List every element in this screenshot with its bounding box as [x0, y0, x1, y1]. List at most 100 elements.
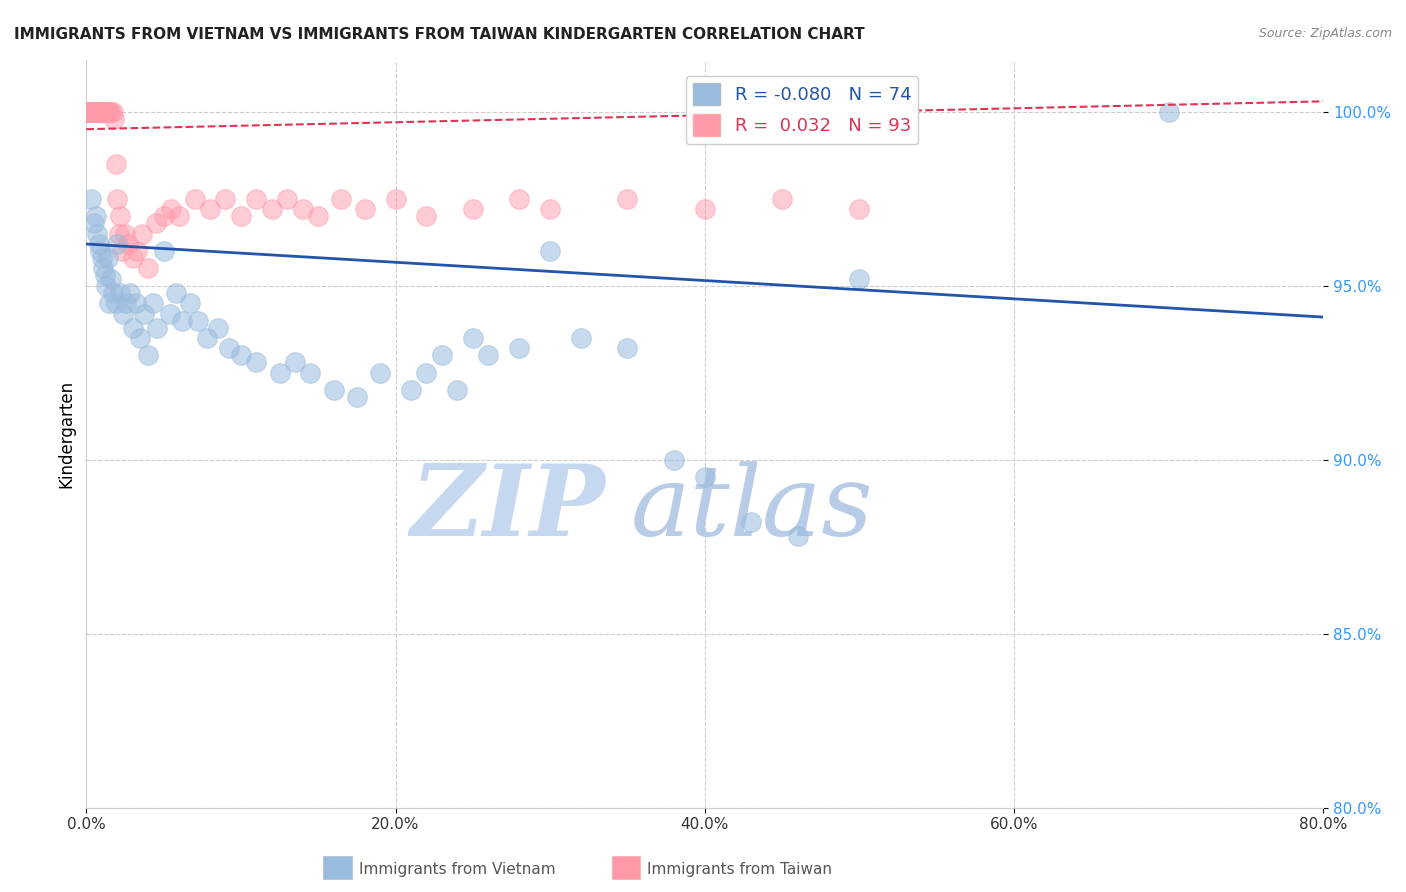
Point: [118, 285, 141, 300]
Point: [82, 104, 104, 119]
Point: [245, 355, 267, 369]
Point: [115, 296, 138, 310]
Text: IMMIGRANTS FROM VIETNAM VS IMMIGRANTS FROM TAIWAN KINDERGARTEN CORRELATION CHART: IMMIGRANTS FROM VIETNAM VS IMMIGRANTS FR…: [14, 27, 865, 42]
Point: [100, 104, 122, 119]
Point: [131, 227, 153, 241]
Point: [79, 104, 101, 119]
Point: [80, 104, 103, 119]
Point: [136, 348, 159, 362]
Point: [101, 285, 124, 300]
Point: [93, 104, 115, 119]
Point: [98, 104, 121, 119]
Point: [299, 366, 322, 380]
Point: [848, 272, 870, 286]
Point: [616, 192, 638, 206]
Point: [84, 104, 107, 119]
Point: [96, 278, 118, 293]
Point: [740, 516, 762, 530]
Point: [260, 202, 283, 217]
Point: [207, 320, 229, 334]
Point: [84, 209, 107, 223]
Point: [110, 285, 132, 300]
Point: [132, 307, 155, 321]
Point: [90, 251, 112, 265]
Point: [79, 104, 101, 119]
Point: [399, 383, 422, 397]
Point: [179, 296, 201, 310]
Point: [662, 452, 685, 467]
Point: [82, 104, 104, 119]
Point: [569, 331, 592, 345]
Point: [693, 202, 716, 217]
Point: [101, 104, 124, 119]
Point: [111, 244, 134, 258]
Point: [94, 268, 117, 283]
Point: [114, 227, 136, 241]
Point: [461, 331, 484, 345]
Point: [848, 202, 870, 217]
Point: [91, 104, 114, 119]
Point: [1157, 104, 1180, 119]
Point: [229, 348, 252, 362]
Point: [86, 104, 108, 119]
Point: [98, 296, 121, 310]
Point: [136, 261, 159, 276]
Point: [76, 104, 98, 119]
Point: [384, 192, 406, 206]
Point: [121, 251, 143, 265]
Point: [322, 383, 344, 397]
Point: [198, 202, 221, 217]
Point: [112, 307, 135, 321]
Point: [770, 192, 793, 206]
Point: [77, 104, 100, 119]
Text: Source: ZipAtlas.com: Source: ZipAtlas.com: [1258, 27, 1392, 40]
Point: [446, 383, 468, 397]
Point: [145, 216, 167, 230]
Legend: R = -0.080   N = 74, R =  0.032   N = 93: R = -0.080 N = 74, R = 0.032 N = 93: [686, 76, 918, 144]
Point: [415, 366, 437, 380]
Point: [83, 104, 105, 119]
Point: [291, 202, 314, 217]
Point: [83, 104, 105, 119]
Point: [77, 104, 100, 119]
Point: [104, 157, 127, 171]
Point: [353, 202, 375, 217]
Y-axis label: Kindergarten: Kindergarten: [58, 380, 75, 488]
Point: [187, 313, 209, 327]
Point: [368, 366, 391, 380]
Point: [538, 202, 561, 217]
Point: [183, 192, 205, 206]
Point: [77, 104, 100, 119]
Point: [269, 366, 291, 380]
Point: [104, 296, 127, 310]
Point: [80, 192, 103, 206]
Point: [214, 192, 236, 206]
Point: [330, 192, 353, 206]
Point: [430, 348, 453, 362]
Point: [90, 104, 112, 119]
Point: [91, 104, 114, 119]
Point: [693, 470, 716, 484]
Point: [86, 227, 108, 241]
Point: [160, 202, 183, 217]
Point: [165, 285, 187, 300]
Point: [82, 104, 104, 119]
Point: [167, 209, 190, 223]
Point: [107, 227, 129, 241]
Point: [76, 104, 98, 119]
Point: [87, 104, 110, 119]
Point: [276, 192, 298, 206]
Text: ZIP: ZIP: [411, 460, 606, 557]
Point: [86, 104, 108, 119]
Text: Immigrants from Taiwan: Immigrants from Taiwan: [647, 863, 832, 877]
Point: [346, 390, 368, 404]
Point: [461, 202, 484, 217]
Point: [152, 209, 174, 223]
Point: [284, 355, 307, 369]
Point: [172, 313, 194, 327]
Point: [79, 104, 101, 119]
Point: [97, 104, 120, 119]
Point: [105, 237, 128, 252]
Point: [125, 296, 148, 310]
Point: [89, 104, 111, 119]
